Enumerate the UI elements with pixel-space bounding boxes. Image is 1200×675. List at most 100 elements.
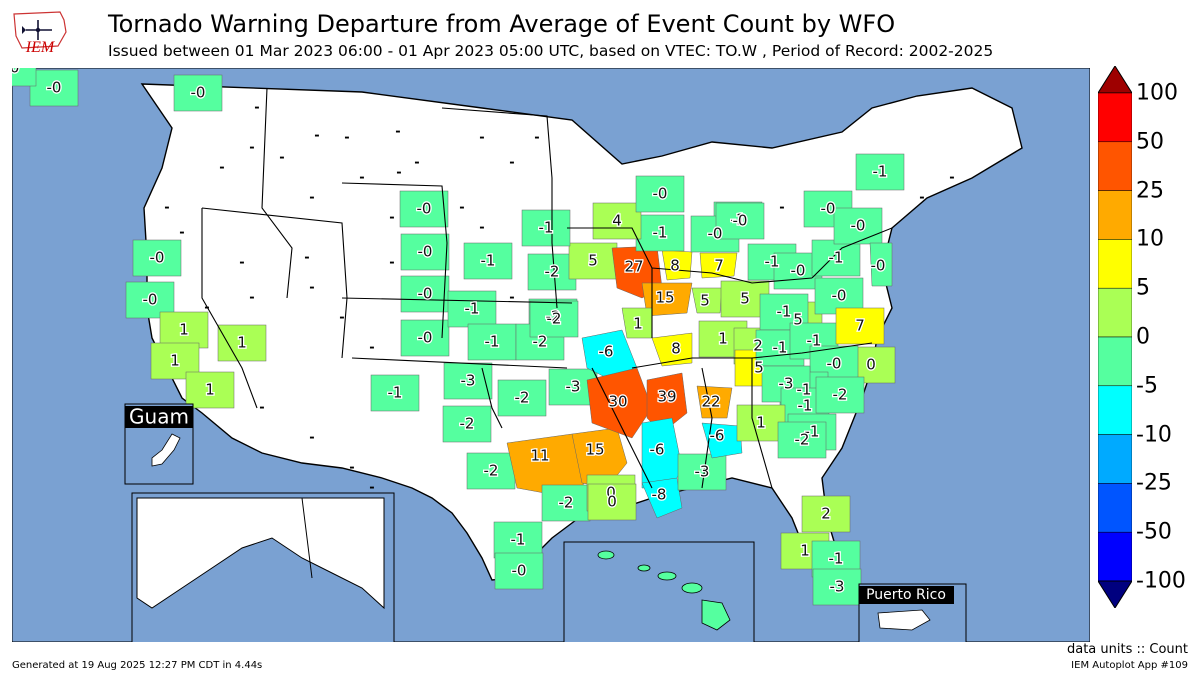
wfo-value-label: -0 (143, 291, 158, 309)
wfo-value-label: -1 (829, 249, 844, 267)
wfo-value-label: -8 (652, 486, 667, 504)
wfo-region (521, 209, 571, 247)
wfo-value-label: -6 (599, 343, 614, 361)
no-data-mark: - (309, 191, 314, 206)
wfo-value-label: 7 (714, 257, 724, 275)
wfo-value-label: -1 (485, 333, 500, 351)
no-data-mark: - (779, 201, 784, 216)
wfo-region (646, 372, 688, 434)
wfo-value-label: -0 (417, 200, 432, 218)
wfo-value-label: -0 (653, 185, 668, 203)
wfo-value-label: -0 (418, 243, 433, 261)
wfo-value-label: 1 (633, 315, 643, 333)
wfo-value-label: -2 (545, 263, 560, 281)
wfo-value-label: -1 (511, 531, 526, 549)
no-data-mark: - (339, 311, 344, 326)
wfo-value-label: -0 (512, 562, 527, 580)
wfo-map: -- - ---------------------------- ---- -0-0… (12, 68, 1090, 642)
wfo-region (701, 422, 743, 459)
no-data-mark: - (309, 281, 314, 296)
wfo-value-label: 5 (754, 359, 764, 377)
guam-inset: Guam (124, 403, 194, 485)
wfo-region (442, 405, 492, 443)
colorbar-bin (1098, 483, 1132, 533)
wfo-value-label: -0 (791, 262, 806, 280)
wfo-region (699, 252, 738, 279)
wfo-value-label: -0 (733, 212, 748, 230)
wfo-value-label: -1 (465, 300, 480, 318)
colorbar-tick-label: 5 (1136, 275, 1150, 301)
wfo-region (217, 324, 267, 362)
colorbar-tick-label: -100 (1136, 568, 1186, 594)
wfo-value-label: -1 (653, 224, 668, 242)
no-data-mark: - (479, 221, 484, 236)
wfo-region (173, 74, 223, 112)
wfo-value-label: -1 (765, 253, 780, 271)
wfo-value-label: 2 (821, 505, 831, 523)
colorbar-bin (1098, 239, 1132, 289)
wfo-value-label: -2 (546, 308, 561, 326)
wfo-region (159, 311, 209, 349)
wfo-value-label: 1 (756, 414, 766, 432)
puerto-rico-label: Puerto Rico (866, 587, 946, 603)
colorbar-bin (1098, 336, 1132, 387)
no-data-mark: - (459, 201, 464, 216)
wfo-value-label: 4 (612, 212, 622, 230)
wfo-region (400, 275, 450, 313)
wfo-value-label: -0 (827, 355, 842, 373)
wfo-region (855, 153, 905, 191)
wfo-value-label: 1 (718, 330, 728, 348)
no-data-mark: - (396, 166, 401, 181)
no-data-mark: - (359, 171, 364, 186)
colorbar-tick-label: -5 (1136, 373, 1158, 399)
wfo-value-label: 1 (179, 321, 189, 339)
wfo-value-label: -3 (779, 375, 794, 393)
wfo-value-label: -2 (833, 386, 848, 404)
no-data-mark: - (414, 156, 419, 171)
wfo-value-label: 22 (701, 393, 720, 411)
conus-land (140, 83, 1023, 590)
wfo-value-label: 1 (800, 542, 810, 560)
wfo-value-label: -1 (539, 219, 554, 237)
wfo-value-label: 27 (624, 258, 643, 276)
wfo-region (835, 307, 885, 345)
wfo-value-label: 39 (657, 388, 676, 406)
wfo-region (815, 376, 865, 414)
wfo-region (400, 233, 450, 271)
wfo-region (635, 214, 685, 252)
wfo-region (592, 202, 642, 240)
state-borders (201, 87, 893, 489)
wfo-region (466, 452, 516, 490)
wfo-value-label: 5 (793, 311, 803, 329)
wfo-region (715, 202, 765, 240)
wfo-value-label: -1 (805, 423, 820, 441)
chart-title: Tornado Warning Departure from Average o… (108, 10, 896, 38)
no-data-mark: - (349, 461, 354, 476)
no-data-mark: - (534, 131, 539, 146)
wfo-region (29, 69, 79, 107)
colorbar-max-extend (1098, 66, 1132, 94)
wfo-value-label: -1 (807, 332, 822, 350)
wfo-region (529, 300, 579, 338)
no-data-mark: - (509, 156, 514, 171)
wfo-value-label: 5 (740, 290, 750, 308)
wfo-value-label: 0 (866, 356, 876, 374)
wfo-region (833, 207, 883, 245)
wfo-value-label: -2 (484, 462, 499, 480)
wfo-value-label: -0 (191, 84, 206, 102)
colorbar-tick-label: 25 (1136, 178, 1164, 204)
wfo-value-label: 0 (606, 484, 616, 502)
wfo-value-label: -1 (777, 303, 792, 321)
colorbar-tick-label: 50 (1136, 129, 1164, 155)
wfo-region (777, 421, 827, 459)
no-data-mark: - (259, 401, 264, 416)
wfo-value-label: -3 (566, 378, 581, 396)
wfo-region (497, 379, 547, 417)
wfo-value-label: -1 (798, 397, 813, 415)
wfo-region (641, 282, 693, 317)
wfo-value-label: 15 (655, 289, 674, 307)
colorbar-bin (1098, 385, 1132, 435)
wfo-region (447, 290, 497, 328)
no-data-mark: - (249, 141, 254, 156)
colorbar-bin (1098, 141, 1132, 191)
